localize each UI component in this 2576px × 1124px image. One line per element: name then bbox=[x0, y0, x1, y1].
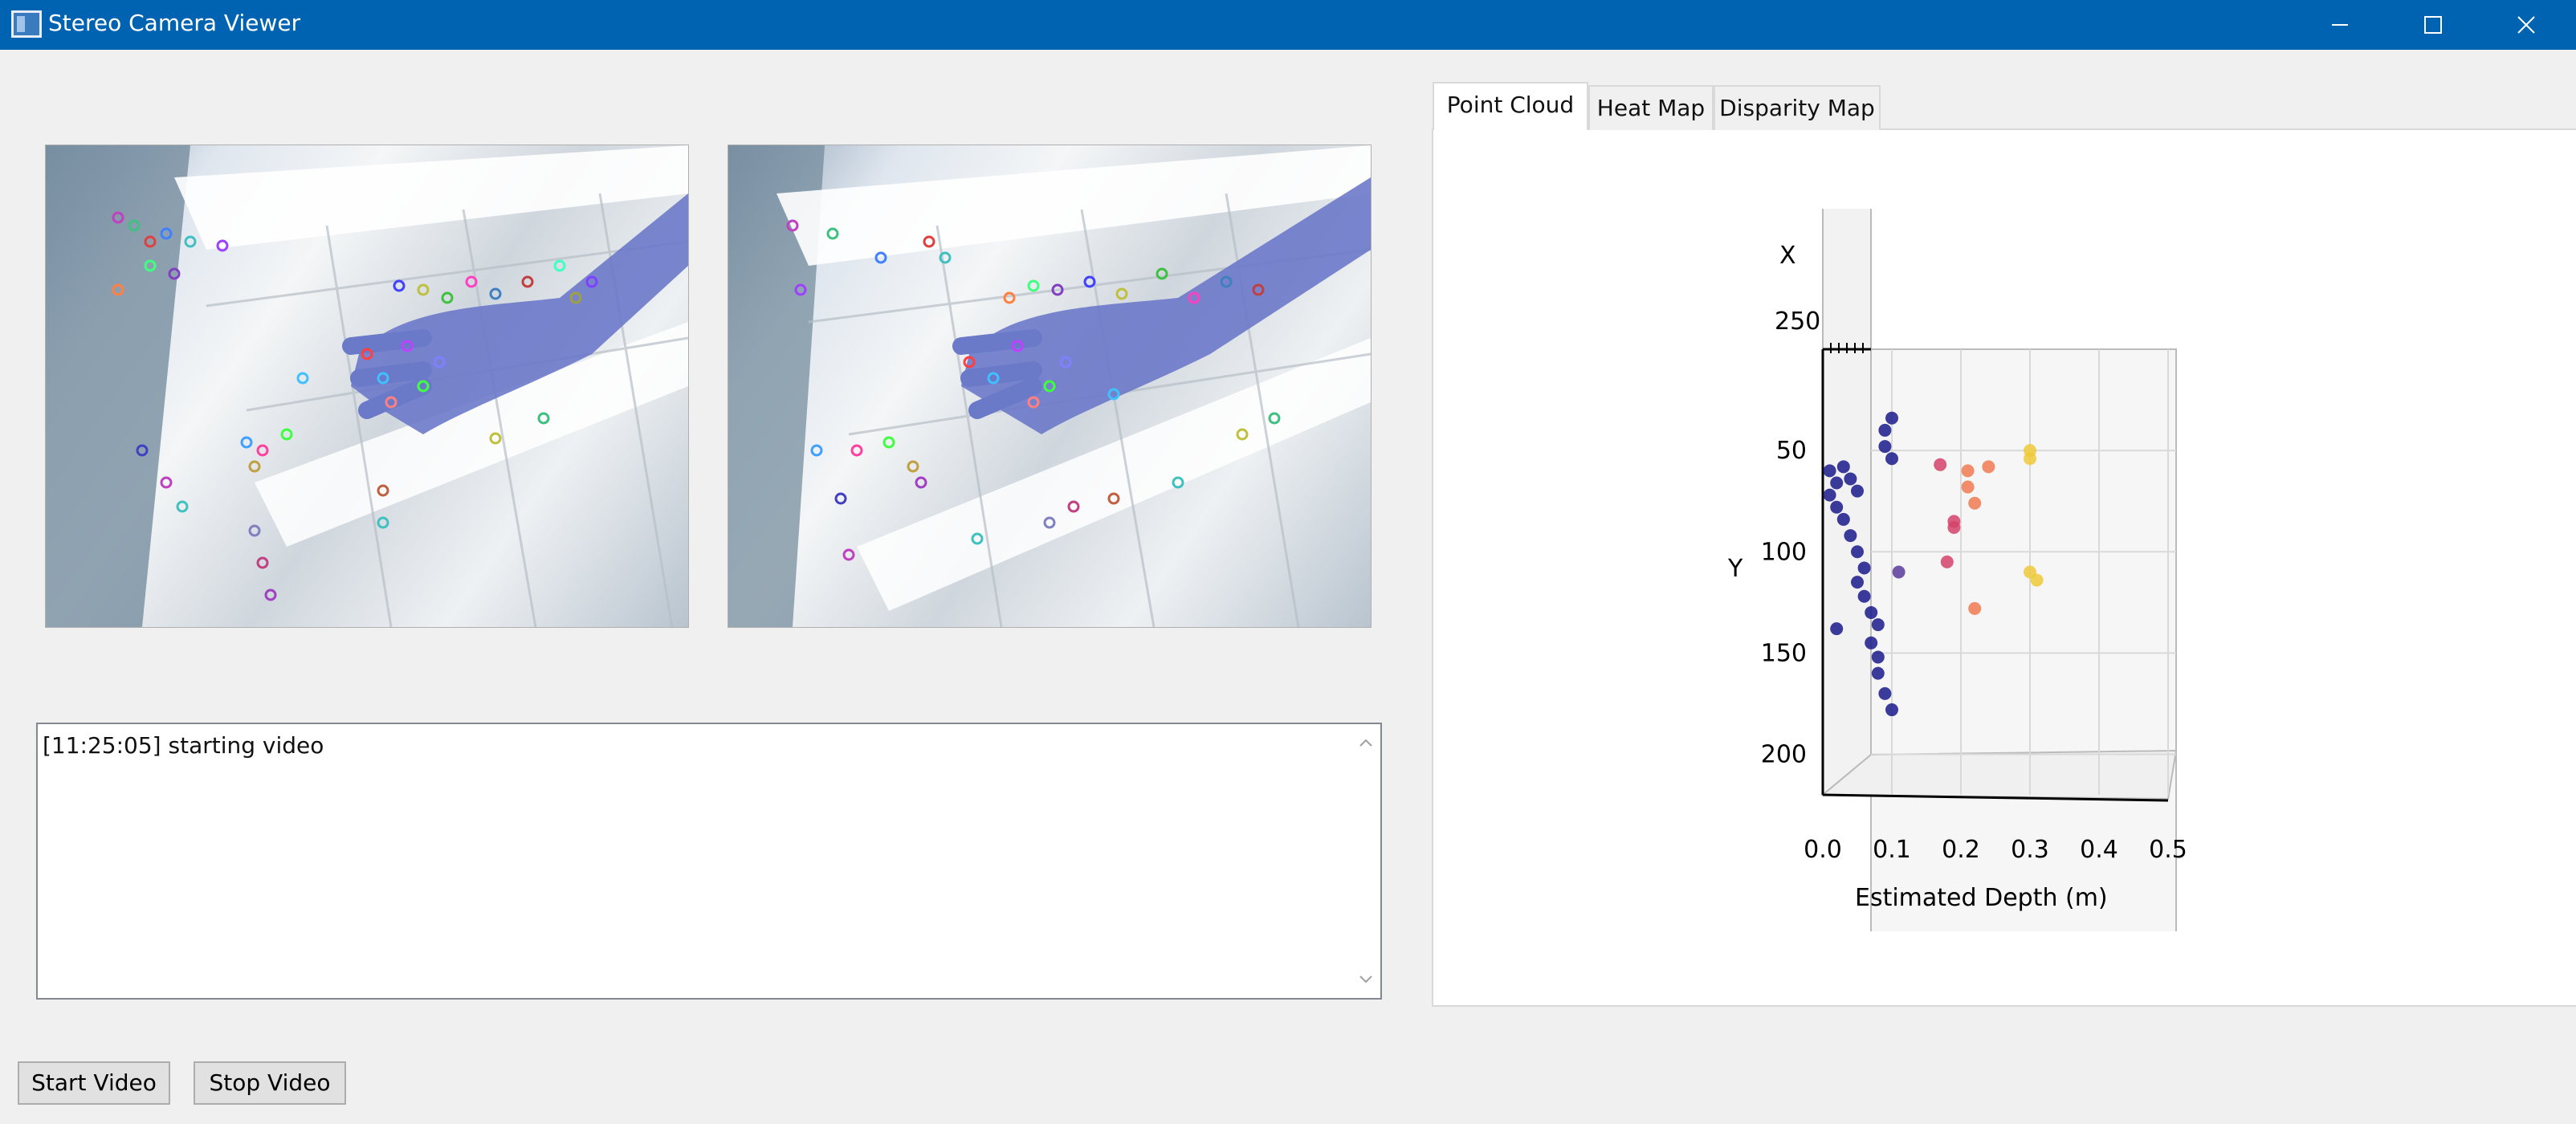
data-point bbox=[1871, 666, 1885, 680]
title-bar: Stereo Camera Viewer bbox=[0, 0, 2576, 50]
x-tick-label: 0.3 bbox=[2011, 836, 2049, 864]
scroll-up-icon[interactable] bbox=[1358, 735, 1374, 751]
data-point bbox=[2024, 452, 2036, 466]
data-point bbox=[1961, 480, 1975, 494]
data-point bbox=[1823, 464, 1836, 478]
x-tick-label: 0.2 bbox=[1942, 836, 1980, 864]
app-icon bbox=[11, 10, 42, 38]
log-textarea[interactable]: [11:25:05] starting video bbox=[36, 723, 1382, 1000]
x-tick-label: 0.0 bbox=[1804, 836, 1842, 864]
data-point bbox=[1892, 565, 1906, 579]
data-point bbox=[1857, 561, 1871, 575]
right-camera-frame bbox=[728, 145, 1372, 628]
data-point bbox=[1968, 601, 1982, 615]
y-tick-label: 50 bbox=[1776, 437, 1807, 465]
y-tick-label: 150 bbox=[1761, 639, 1807, 667]
data-point bbox=[1865, 605, 1878, 619]
data-point bbox=[1823, 488, 1836, 502]
x-tick-label: 0.4 bbox=[2080, 836, 2118, 864]
point-cloud-chart: X 250 Y Estimated Depth (m) 50100150200 … bbox=[1727, 135, 2187, 965]
log-line: [11:25:05] starting video bbox=[43, 732, 324, 759]
data-point bbox=[1865, 636, 1878, 650]
z-axis-label: X bbox=[1779, 242, 1796, 270]
data-point bbox=[1878, 423, 1892, 437]
minimize-button[interactable] bbox=[2293, 0, 2386, 50]
data-point bbox=[1878, 440, 1892, 454]
data-point bbox=[1836, 512, 1850, 526]
right-camera-image bbox=[728, 145, 1371, 627]
data-point bbox=[1947, 521, 1961, 534]
x-tick-label: 0.5 bbox=[2149, 836, 2187, 864]
start-video-button[interactable]: Start Video bbox=[18, 1061, 170, 1105]
log-scrollbar[interactable] bbox=[1351, 724, 1380, 998]
data-point bbox=[1830, 622, 1844, 636]
data-point bbox=[1961, 464, 1975, 478]
data-point bbox=[1934, 458, 1947, 471]
tab-heat-map[interactable]: Heat Map bbox=[1588, 85, 1714, 130]
data-point bbox=[1982, 460, 1995, 474]
close-button[interactable] bbox=[2480, 0, 2573, 50]
stop-video-button[interactable]: Stop Video bbox=[194, 1061, 346, 1105]
left-camera-image bbox=[46, 145, 688, 627]
maximize-icon bbox=[2424, 16, 2442, 34]
data-point bbox=[1878, 686, 1892, 700]
data-point bbox=[1871, 618, 1885, 632]
left-camera-frame bbox=[45, 145, 689, 628]
y-tick-label: 100 bbox=[1761, 538, 1807, 566]
tab-disparity-map[interactable]: Disparity Map bbox=[1714, 85, 1881, 130]
data-point bbox=[1857, 589, 1871, 603]
y-axis-label: Y bbox=[1727, 555, 1743, 583]
data-point bbox=[1830, 476, 1844, 490]
data-point bbox=[1968, 496, 1982, 510]
data-point bbox=[1851, 545, 1864, 559]
data-point bbox=[1871, 650, 1885, 664]
tab-point-cloud[interactable]: Point Cloud bbox=[1433, 82, 1588, 130]
window-title: Stereo Camera Viewer bbox=[48, 10, 301, 36]
data-point bbox=[1851, 484, 1864, 498]
minimize-icon bbox=[2332, 24, 2348, 26]
data-point bbox=[1830, 500, 1844, 514]
data-point bbox=[2030, 573, 2044, 587]
y-tick-label: 200 bbox=[1761, 741, 1807, 769]
point-cloud-plot: X 250 Y Estimated Depth (m) 50 100 150 200 … bbox=[1686, 135, 2200, 965]
data-point bbox=[1836, 460, 1850, 474]
scroll-down-icon[interactable] bbox=[1358, 971, 1374, 987]
data-point bbox=[1885, 452, 1898, 466]
maximize-button[interactable] bbox=[2386, 0, 2480, 50]
data-point bbox=[1940, 555, 1954, 568]
z-tick-label: 250 bbox=[1775, 307, 1820, 336]
close-icon bbox=[2517, 16, 2535, 34]
x-tick-label: 0.1 bbox=[1873, 836, 1911, 864]
data-point bbox=[1885, 703, 1898, 717]
data-point bbox=[1885, 411, 1898, 425]
x-axis-label: Estimated Depth (m) bbox=[1855, 884, 2108, 912]
data-point bbox=[1844, 472, 1857, 486]
data-point bbox=[1844, 529, 1857, 543]
data-point bbox=[1851, 576, 1864, 589]
